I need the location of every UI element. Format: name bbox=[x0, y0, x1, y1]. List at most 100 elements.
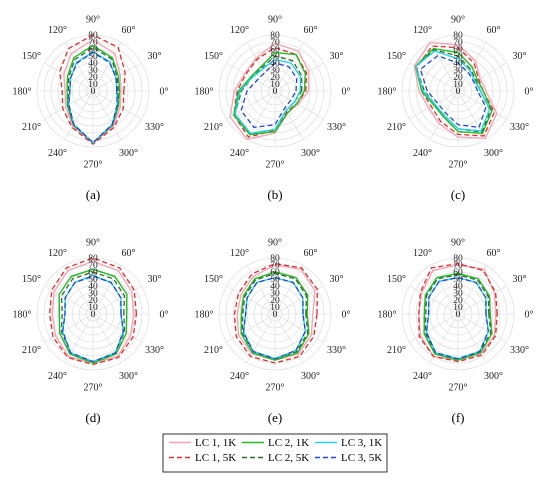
grid-spoke bbox=[92, 313, 122, 363]
angle-tick-label: 300° bbox=[301, 148, 320, 159]
grid-spoke bbox=[92, 313, 142, 343]
radial-tick-label: 50 bbox=[270, 275, 280, 285]
angle-tick-label: 0° bbox=[525, 310, 534, 321]
series-line bbox=[414, 49, 492, 133]
angle-tick-label: 60° bbox=[487, 25, 501, 36]
series-line bbox=[423, 272, 493, 361]
radial-tick-label: 10 bbox=[453, 303, 463, 313]
angle-tick-label: 60° bbox=[122, 248, 136, 259]
angle-tick-label: 300° bbox=[484, 148, 503, 159]
grid-spoke bbox=[226, 285, 276, 315]
angle-tick-label: 210° bbox=[204, 122, 223, 133]
series-line bbox=[233, 262, 319, 364]
radial-tick-label: 30 bbox=[88, 289, 98, 299]
angle-tick-label: 90° bbox=[86, 15, 100, 26]
angle-tick-label: 90° bbox=[268, 238, 282, 249]
angle-tick-label: 240° bbox=[48, 148, 67, 159]
angle-tick-label: 0° bbox=[160, 87, 169, 98]
series-line bbox=[63, 39, 122, 144]
radial-tick-label: 60 bbox=[270, 268, 280, 278]
radial-tick-label: 30 bbox=[88, 66, 98, 76]
grid-spoke bbox=[274, 62, 324, 92]
angle-tick-label: 120° bbox=[230, 25, 249, 36]
radial-tick-label: 40 bbox=[270, 59, 280, 69]
angle-tick-label: 180° bbox=[378, 310, 397, 321]
angle-tick-label: 300° bbox=[301, 371, 320, 382]
angle-tick-label: 90° bbox=[451, 238, 465, 249]
angle-tick-label: 150° bbox=[22, 51, 41, 62]
radial-tick-label: 20 bbox=[453, 73, 463, 83]
radial-tick-label: 80 bbox=[88, 254, 98, 264]
series-line bbox=[414, 50, 491, 132]
radial-tick-label: 0 bbox=[456, 87, 461, 97]
radial-tick-label: 0 bbox=[456, 310, 461, 320]
angle-tick-label: 210° bbox=[387, 345, 406, 356]
radial-tick-label: 70 bbox=[453, 38, 463, 48]
angle-tick-label: 30° bbox=[330, 51, 344, 62]
angle-tick-label: 150° bbox=[387, 51, 406, 62]
angle-tick-label: 30° bbox=[330, 274, 344, 285]
radial-tick-label: 30 bbox=[270, 289, 280, 299]
radial-tick-label: 10 bbox=[88, 303, 98, 313]
grid-spoke bbox=[246, 265, 276, 315]
angle-tick-label: 180° bbox=[195, 310, 214, 321]
angle-tick-label: 60° bbox=[487, 248, 501, 259]
series-line bbox=[418, 262, 498, 363]
angle-tick-label: 120° bbox=[230, 248, 249, 259]
radial-tick-label: 40 bbox=[453, 59, 463, 69]
radial-tick-label: 70 bbox=[88, 38, 98, 48]
radial-tick-label: 60 bbox=[88, 45, 98, 55]
radial-tick-label: 30 bbox=[453, 289, 463, 299]
angle-tick-label: 300° bbox=[119, 371, 138, 382]
radial-tick-label: 40 bbox=[270, 282, 280, 292]
series-line bbox=[234, 58, 302, 135]
series-line bbox=[241, 272, 309, 360]
angle-tick-label: 330° bbox=[327, 122, 346, 133]
angle-tick-label: 210° bbox=[22, 122, 41, 133]
grid-spoke bbox=[64, 265, 94, 315]
grid-spoke bbox=[429, 265, 459, 315]
angle-tick-label: 240° bbox=[413, 371, 432, 382]
radial-tick-label: 0 bbox=[91, 87, 96, 97]
grid-spoke bbox=[409, 62, 459, 92]
grid-spoke bbox=[92, 265, 122, 315]
angle-tick-label: 330° bbox=[145, 345, 164, 356]
angle-tick-label: 150° bbox=[204, 274, 223, 285]
angle-tick-label: 270° bbox=[266, 160, 285, 171]
angle-tick-label: 120° bbox=[48, 25, 67, 36]
angle-tick-label: 240° bbox=[413, 148, 432, 159]
angle-tick-label: 30° bbox=[513, 51, 527, 62]
panel-label: (a) bbox=[86, 187, 100, 202]
radial-tick-label: 30 bbox=[453, 66, 463, 76]
angle-tick-label: 30° bbox=[513, 274, 527, 285]
radial-tick-label: 10 bbox=[270, 80, 280, 90]
radial-tick-label: 50 bbox=[88, 52, 98, 62]
angle-tick-label: 90° bbox=[268, 15, 282, 26]
series-line bbox=[240, 271, 310, 361]
radial-tick-label: 20 bbox=[453, 296, 463, 306]
series-line bbox=[240, 62, 298, 129]
angle-tick-label: 330° bbox=[327, 345, 346, 356]
radial-tick-label: 20 bbox=[270, 296, 280, 306]
angle-tick-label: 270° bbox=[266, 383, 285, 394]
grid-spoke bbox=[44, 285, 94, 315]
grid-spoke bbox=[457, 90, 507, 120]
grid-spoke bbox=[92, 62, 142, 92]
radial-tick-label: 20 bbox=[88, 296, 98, 306]
radial-tick-label: 50 bbox=[88, 275, 98, 285]
panel-label: (e) bbox=[268, 410, 282, 425]
angle-tick-label: 300° bbox=[119, 148, 138, 159]
radial-tick-label: 80 bbox=[88, 31, 98, 41]
legend-entry-label: LC 1, 5K bbox=[195, 452, 236, 464]
grid-spoke bbox=[457, 265, 487, 315]
grid-spoke bbox=[274, 90, 324, 120]
angle-tick-label: 180° bbox=[195, 87, 214, 98]
angle-tick-label: 270° bbox=[449, 383, 468, 394]
angle-tick-label: 150° bbox=[204, 51, 223, 62]
radial-tick-label: 80 bbox=[270, 254, 280, 264]
angle-tick-label: 90° bbox=[451, 15, 465, 26]
